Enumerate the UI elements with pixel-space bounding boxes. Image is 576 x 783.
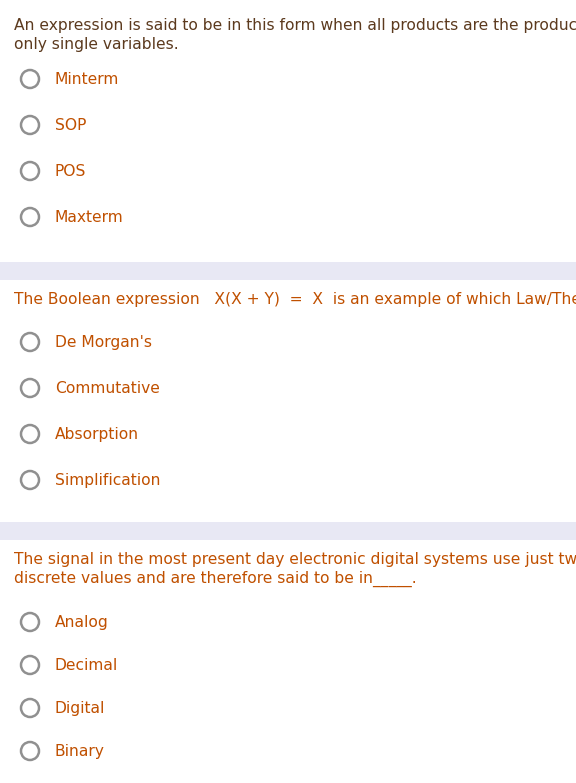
Bar [0, 262, 576, 280]
Text: Maxterm: Maxterm [55, 210, 124, 225]
Text: POS: POS [55, 164, 86, 179]
Text: Commutative: Commutative [55, 381, 160, 396]
Text: The signal in the most present day electronic digital systems use just two: The signal in the most present day elect… [14, 552, 576, 567]
Text: Decimal: Decimal [55, 658, 118, 673]
Text: Binary: Binary [55, 744, 105, 759]
Text: An expression is said to be in this form when all products are the products of: An expression is said to be in this form… [14, 18, 576, 33]
Text: Minterm: Minterm [55, 72, 119, 87]
Text: Absorption: Absorption [55, 427, 139, 442]
Text: only single variables.: only single variables. [14, 37, 179, 52]
Text: Simplification: Simplification [55, 473, 161, 488]
Text: The Boolean expression   X(X + Y)  =  X  is an example of which Law/Theorem?: The Boolean expression X(X + Y) = X is a… [14, 292, 576, 307]
Text: De Morgan's: De Morgan's [55, 335, 152, 350]
Text: Analog: Analog [55, 615, 109, 630]
Text: SOP: SOP [55, 118, 86, 133]
Bar [0, 522, 576, 540]
Text: discrete values and are therefore said to be in_____.: discrete values and are therefore said t… [14, 571, 416, 587]
Text: Digital: Digital [55, 701, 105, 716]
